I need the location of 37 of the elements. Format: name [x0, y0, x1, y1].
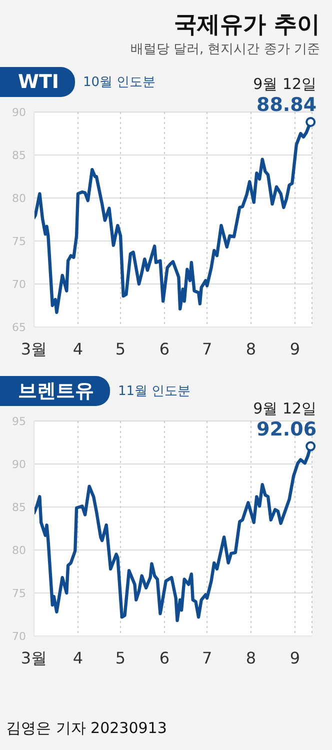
- x-tick-label: 9: [290, 339, 300, 358]
- x-tick-label: 5: [115, 648, 126, 668]
- x-tick-label: 4: [72, 339, 84, 358]
- y-tick-label: 90: [12, 106, 26, 119]
- data-label: 92.06: [256, 418, 317, 440]
- y-tick-label: 65: [12, 320, 26, 334]
- x-tick-label: 4: [72, 648, 84, 668]
- x-tick-label: 8: [246, 339, 256, 358]
- y-tick-label: 90: [12, 458, 26, 471]
- chart-title: 브렌트유: [0, 376, 110, 406]
- x-tick-label: 3월: [20, 339, 48, 358]
- annotation: 9월 12일: [253, 399, 317, 418]
- y-tick-label: 70: [12, 278, 26, 291]
- x-tick-label: 8: [246, 648, 256, 668]
- x-tick-label: 7: [202, 648, 212, 668]
- text: 김영은 기자 20230913: [6, 718, 168, 738]
- y-tick-label: 80: [12, 544, 26, 557]
- y-tick-label: 85: [12, 148, 26, 162]
- text: 국제유가 추이: [172, 11, 320, 40]
- chart-title: WTI: [0, 67, 75, 97]
- x-tick-label: 5: [115, 339, 126, 358]
- y-tick-label: 75: [12, 234, 26, 248]
- x-tick-label: 7: [202, 339, 212, 358]
- chart-subtitle: 11월 인도분: [118, 383, 191, 400]
- x-tick-label: 6: [159, 339, 170, 358]
- x-tick-label: 9: [290, 648, 300, 668]
- chart-subtitle: 10월 인도분: [83, 74, 156, 91]
- x-tick-label: 3월: [20, 648, 48, 668]
- annotation: 9월 12일: [253, 74, 317, 93]
- y-tick-label: 80: [12, 192, 26, 205]
- x-tick-label: 6: [159, 648, 170, 668]
- text: 배럴당 달러, 현지시간 종가 기준: [129, 41, 320, 59]
- y-tick-label: 85: [12, 500, 26, 514]
- y-tick-label: 75: [12, 586, 26, 600]
- y-tick-label: 70: [12, 630, 26, 643]
- y-tick-label: 95: [12, 414, 26, 428]
- data-label: 88.84: [256, 94, 317, 116]
